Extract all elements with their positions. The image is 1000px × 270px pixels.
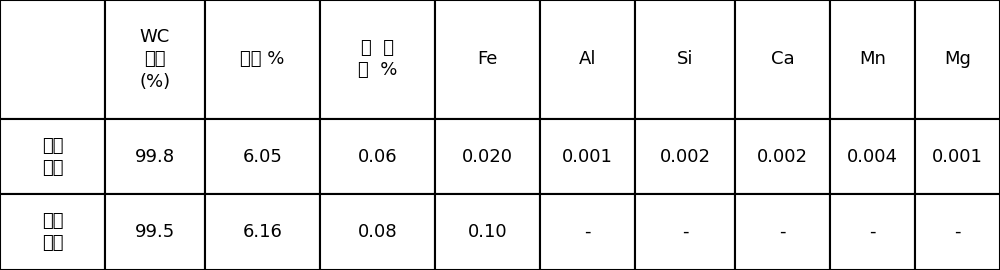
Bar xyxy=(205,0,320,119)
Text: Ca: Ca xyxy=(771,50,794,68)
Text: 0.020: 0.020 xyxy=(462,148,513,166)
Bar xyxy=(635,0,735,119)
Text: 6.05: 6.05 xyxy=(243,148,282,166)
Bar xyxy=(105,119,205,194)
Bar xyxy=(320,194,435,270)
Text: -: - xyxy=(869,223,876,241)
Text: 99.8: 99.8 xyxy=(135,148,175,166)
Text: -: - xyxy=(584,223,591,241)
Bar xyxy=(540,0,635,119)
Text: 0.001: 0.001 xyxy=(932,148,983,166)
Text: 0.002: 0.002 xyxy=(757,148,808,166)
Bar xyxy=(435,0,540,119)
Bar xyxy=(830,194,915,270)
Text: 实施
例二: 实施 例二 xyxy=(42,212,63,252)
Text: 总碳 %: 总碳 % xyxy=(240,50,285,68)
Text: WC
含量
(%): WC 含量 (%) xyxy=(139,28,171,91)
Bar xyxy=(540,119,635,194)
Text: 0.004: 0.004 xyxy=(847,148,898,166)
Text: 0.06: 0.06 xyxy=(358,148,397,166)
Text: Fe: Fe xyxy=(477,50,498,68)
Text: 游  离
碳  %: 游 离 碳 % xyxy=(358,39,397,79)
Text: Mn: Mn xyxy=(859,50,886,68)
Text: -: - xyxy=(779,223,786,241)
Text: 实施
例一: 实施 例一 xyxy=(42,137,63,177)
Text: 0.10: 0.10 xyxy=(468,223,507,241)
Bar xyxy=(735,119,830,194)
Bar xyxy=(0,0,105,119)
Bar xyxy=(540,194,635,270)
Text: 99.5: 99.5 xyxy=(135,223,175,241)
Text: Al: Al xyxy=(579,50,596,68)
Bar xyxy=(205,194,320,270)
Text: 0.001: 0.001 xyxy=(562,148,613,166)
Bar xyxy=(105,194,205,270)
Bar xyxy=(735,194,830,270)
Text: 0.08: 0.08 xyxy=(358,223,397,241)
Bar xyxy=(205,119,320,194)
Bar xyxy=(915,194,1000,270)
Text: 6.16: 6.16 xyxy=(243,223,282,241)
Bar xyxy=(105,0,205,119)
Bar xyxy=(915,0,1000,119)
Text: Mg: Mg xyxy=(944,50,971,68)
Bar xyxy=(320,0,435,119)
Bar xyxy=(830,0,915,119)
Bar xyxy=(435,194,540,270)
Bar xyxy=(0,119,105,194)
Bar xyxy=(0,194,105,270)
Bar xyxy=(830,119,915,194)
Bar xyxy=(320,119,435,194)
Bar xyxy=(915,119,1000,194)
Text: -: - xyxy=(954,223,961,241)
Text: Si: Si xyxy=(677,50,693,68)
Bar xyxy=(735,0,830,119)
Bar xyxy=(635,119,735,194)
Text: 0.002: 0.002 xyxy=(660,148,710,166)
Text: -: - xyxy=(682,223,688,241)
Bar xyxy=(635,194,735,270)
Bar xyxy=(435,119,540,194)
